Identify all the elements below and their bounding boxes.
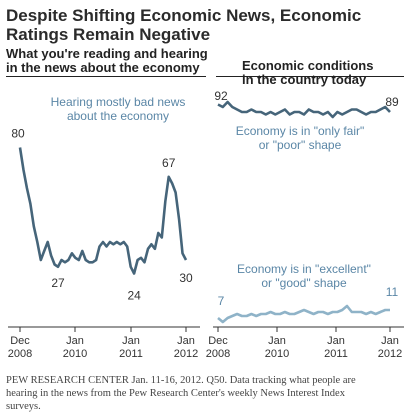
source-note: PEW RESEARCH CENTER Jan. 11-16, 2012. Q5… — [6, 374, 406, 413]
chart-title: Despite Shifting Economic News, Economic… — [6, 6, 406, 44]
excellent-good-line — [217, 304, 390, 324]
title-line-2: Ratings Remain Negative — [6, 25, 211, 44]
left-panel-header: What you're reading and hearing in the n… — [6, 47, 211, 75]
left-header-line-2: in the news about the economy — [6, 60, 200, 75]
footer-line-3: surveys. — [6, 401, 41, 412]
left-x-tick-label-month: Dec — [10, 335, 30, 347]
right-x-tick-label-year: 2012 — [378, 348, 402, 360]
right-x-tick-label-month: Jan — [268, 335, 286, 347]
right-x-tick-label-month: Jan — [381, 335, 399, 347]
title-line-1: Despite Shifting Economic News, Economic — [6, 6, 362, 25]
left-header-line-1: What you're reading and hearing — [6, 46, 208, 61]
left-x-tick-label-year: 2011 — [119, 348, 143, 360]
bad-news-data-label: 24 — [127, 289, 141, 303]
left-x-tick-label-year: 2010 — [63, 348, 87, 360]
bad-news-data-label: 30 — [179, 271, 193, 285]
fair-poor-data-label: 92 — [214, 89, 228, 103]
right-x-tick-label-month: Jan — [327, 335, 345, 347]
right-header-line-1: Economic conditions — [242, 58, 374, 73]
footer-line-1: PEW RESEARCH CENTER Jan. 11-16, 2012. Q5… — [6, 375, 356, 386]
excellent-good-data-label: 7 — [218, 294, 225, 308]
right-x-tick-label-year: 2008 — [206, 348, 230, 360]
fair-poor-annotation-line-1: Economy is in "only fair" — [236, 124, 365, 138]
left-x-tick-label-year: 2008 — [8, 348, 32, 360]
left-x-tick-label-year: 2012 — [174, 348, 198, 360]
left-x-tick-label-month: Jan — [66, 335, 84, 347]
footer-line-2: hearing in the news from the Pew Researc… — [6, 388, 345, 399]
bad-news-data-label: 67 — [162, 156, 176, 170]
bad-news-data-label: 27 — [51, 276, 65, 290]
right-header-rule — [216, 76, 404, 77]
excellent-good-data-label: 11 — [386, 285, 399, 299]
left-x-tick-label-month: Jan — [177, 335, 195, 347]
excellent-good-annotation-line-2: or "good" shape — [261, 276, 347, 290]
right-x-tick-label-year: 2011 — [324, 348, 348, 360]
bad-news-line — [18, 147, 188, 275]
fair-poor-line — [217, 100, 391, 119]
left-x-tick-label-month: Jan — [122, 335, 140, 347]
fair-poor-data-label: 89 — [385, 95, 399, 109]
bad-news-data-label: 80 — [11, 127, 25, 141]
fair-poor-annotation-line-2: or "poor" shape — [259, 138, 342, 152]
left-header-rule — [6, 76, 206, 77]
excellent-good-annotation-line-1: Economy is in "excellent" — [237, 262, 371, 276]
right-x-tick-label-month: Dec — [208, 335, 228, 347]
right-x-tick-label-year: 2010 — [265, 348, 289, 360]
bad-news-annotation-line-1: Hearing mostly bad news — [51, 95, 186, 109]
bad-news-annotation-line-2: about the economy — [67, 109, 169, 123]
